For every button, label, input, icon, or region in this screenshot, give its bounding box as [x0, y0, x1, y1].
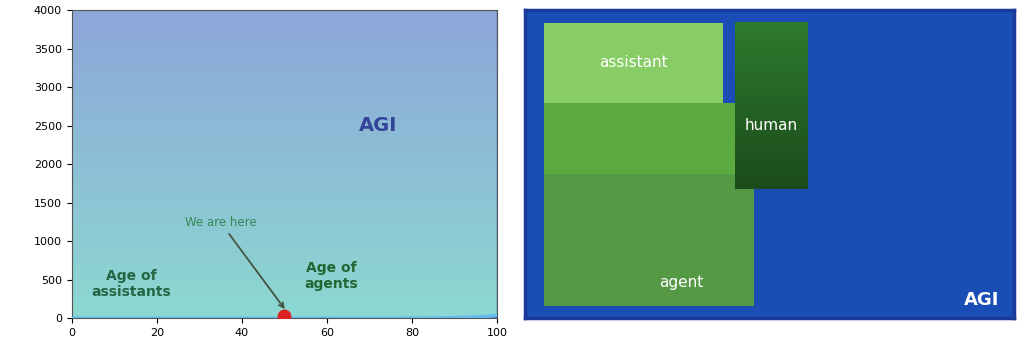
Bar: [735, 158, 808, 162]
Bar: [735, 29, 808, 33]
Bar: [735, 55, 808, 59]
Bar: [735, 45, 808, 49]
Bar: [735, 52, 808, 56]
Bar: [735, 119, 808, 122]
Bar: [735, 135, 808, 139]
Text: Age of
agents: Age of agents: [304, 261, 358, 291]
Bar: [735, 155, 808, 159]
Text: assistant: assistant: [599, 55, 668, 70]
Bar: [735, 99, 808, 102]
Bar: [735, 92, 808, 96]
Bar: [735, 62, 808, 66]
Bar: [735, 172, 808, 176]
Bar: [735, 148, 808, 152]
Bar: [735, 162, 808, 166]
Bar: [544, 103, 755, 174]
Bar: [735, 128, 808, 133]
Bar: [735, 72, 808, 76]
Bar: [735, 182, 808, 186]
Text: agent: agent: [658, 275, 702, 290]
Bar: [544, 23, 723, 103]
Bar: [735, 138, 808, 143]
Bar: [735, 85, 808, 89]
Bar: [735, 122, 808, 126]
Bar: [735, 65, 808, 69]
Bar: [735, 95, 808, 99]
Bar: [735, 132, 808, 136]
Bar: [735, 152, 808, 156]
Bar: [735, 105, 808, 109]
Bar: [735, 69, 808, 73]
Bar: [735, 165, 808, 169]
Bar: [544, 174, 755, 306]
Text: human: human: [745, 118, 798, 133]
Bar: [735, 109, 808, 112]
Bar: [735, 82, 808, 86]
Bar: [735, 179, 808, 182]
Bar: [735, 145, 808, 149]
Bar: [735, 102, 808, 106]
Bar: [735, 32, 808, 36]
Bar: [735, 125, 808, 129]
Bar: [735, 39, 808, 43]
Bar: [735, 49, 808, 53]
Text: AGI: AGI: [358, 116, 397, 135]
Bar: [735, 142, 808, 146]
Bar: [735, 25, 808, 29]
Bar: [735, 89, 808, 92]
Bar: [735, 75, 808, 79]
Bar: [735, 22, 808, 26]
Bar: [735, 115, 808, 119]
Bar: [735, 112, 808, 116]
Bar: [735, 35, 808, 39]
Bar: [735, 169, 808, 172]
Bar: [735, 175, 808, 179]
Bar: [735, 185, 808, 189]
Text: We are here: We are here: [184, 216, 284, 308]
Text: Age of
assistants: Age of assistants: [91, 268, 171, 299]
Bar: [735, 79, 808, 83]
Bar: [735, 42, 808, 46]
Bar: [735, 59, 808, 63]
Text: AGI: AGI: [964, 291, 999, 309]
